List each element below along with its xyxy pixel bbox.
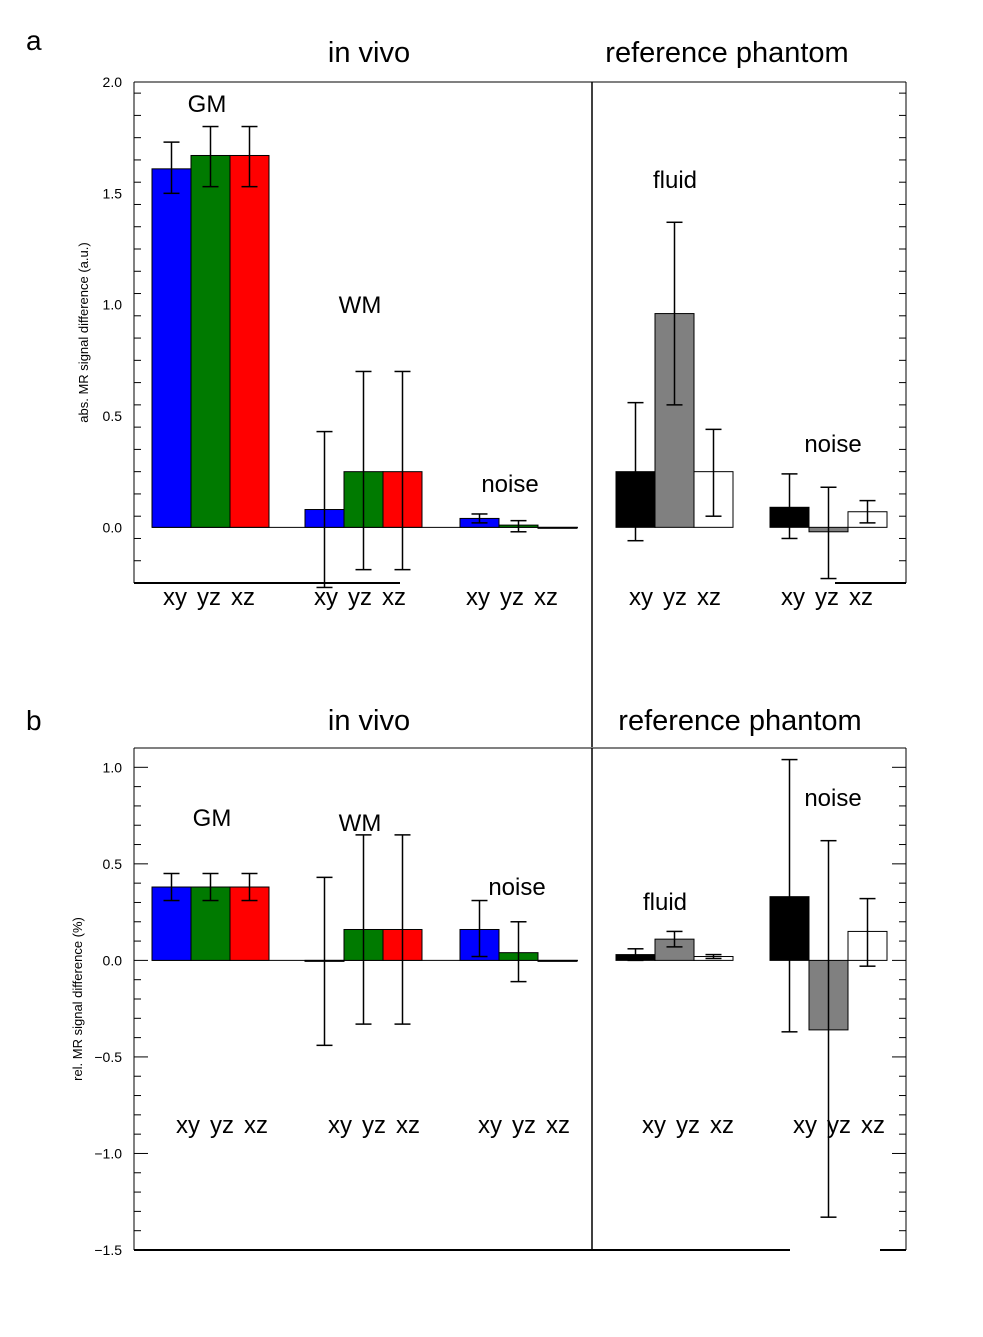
panel-a: a in vivo reference phantom 0.0 0.5 1.0 1.5 2.0… <box>26 25 907 747</box>
y-tick-label: 0.5 <box>103 408 123 424</box>
y-axis-label: rel. MR signal difference (%) <box>70 917 85 1081</box>
section-title-left: in vivo <box>328 37 410 69</box>
group-label: noise <box>481 471 538 498</box>
category-label: yz <box>500 584 524 611</box>
group-label: noise <box>804 785 861 812</box>
category-label: yz <box>663 584 687 611</box>
category-label: xy <box>629 584 653 611</box>
category-label: xy <box>781 584 805 611</box>
category-label: xy <box>478 1112 502 1139</box>
category-label: xz <box>534 584 558 611</box>
bar-group-GM: GM xy yz xz <box>151 91 270 611</box>
category-label: xz <box>396 1112 420 1139</box>
group-label: noise <box>488 874 545 901</box>
category-label: xy <box>163 584 187 611</box>
category-label: xy <box>314 584 338 611</box>
y-tick-label: 0.5 <box>103 856 123 872</box>
group-label: WM <box>339 810 382 837</box>
y-tick-label: −1.5 <box>94 1242 122 1258</box>
bar-group-fluid: fluid xy yz xz <box>615 167 734 611</box>
category-label: yz <box>676 1112 700 1139</box>
group-label: noise <box>804 431 861 458</box>
category-label: xy <box>328 1112 352 1139</box>
bar <box>537 959 578 962</box>
bar <box>537 526 578 529</box>
category-label: xy <box>793 1112 817 1139</box>
category-label: yz <box>362 1112 386 1139</box>
category-label: yz <box>210 1112 234 1139</box>
section-title-right: reference phantom <box>618 705 861 737</box>
y-tick-label: −0.5 <box>94 1049 122 1065</box>
group-label: GM <box>188 91 227 118</box>
bar-group-fluid: fluid xy yz xz <box>615 889 734 1139</box>
y-tick-label: 0.0 <box>103 519 123 535</box>
category-label: yz <box>197 584 221 611</box>
category-label: xy <box>642 1112 666 1139</box>
panel-letter: b <box>26 705 42 736</box>
y-tick-label: 1.0 <box>103 297 123 313</box>
bar <box>190 154 231 528</box>
category-label: xy <box>176 1112 200 1139</box>
group-label: GM <box>193 805 232 832</box>
category-label: yz <box>815 584 839 611</box>
category-label: xz <box>382 584 406 611</box>
category-label: xy <box>466 584 490 611</box>
category-label: xz <box>849 584 873 611</box>
y-tick-label: 1.5 <box>103 185 123 201</box>
y-axis-label: abs. MR signal difference (a.u.) <box>76 242 91 422</box>
bar-group-GM: GM xy yz xz <box>151 805 270 1139</box>
y-tick-label: −1.0 <box>94 1145 122 1161</box>
category-label: xz <box>546 1112 570 1139</box>
bar-group-noise: noise xy yz xz <box>459 471 578 611</box>
y-tick-label: 1.0 <box>103 759 123 775</box>
group-label: WM <box>339 292 382 319</box>
panel-letter: a <box>26 25 42 56</box>
group-label: fluid <box>643 889 687 916</box>
category-label: xz <box>861 1112 885 1139</box>
category-label: xz <box>244 1112 268 1139</box>
section-title-left: in vivo <box>328 705 410 737</box>
panel-b: b in vivo reference phantom −1.5 −1.0 −0.5 0.0… <box>26 705 907 1258</box>
section-title-right: reference phantom <box>605 37 848 69</box>
category-label: yz <box>827 1112 851 1139</box>
bar <box>229 154 270 528</box>
category-label: xz <box>231 584 255 611</box>
group-label: fluid <box>653 167 697 194</box>
y-tick-label: 0.0 <box>103 952 123 968</box>
category-label: xz <box>710 1112 734 1139</box>
bar-group-noise: noise xy yz xz <box>769 431 888 611</box>
y-tick-label: 2.0 <box>103 74 123 90</box>
category-label: xz <box>697 584 721 611</box>
category-label: yz <box>348 584 372 611</box>
category-label: yz <box>512 1112 536 1139</box>
bar-group-WM: WM xy yz xz <box>304 810 423 1139</box>
bar-group-WM: WM xy yz xz <box>304 292 423 611</box>
bar-group-noise: noise xy yz xz <box>459 874 578 1139</box>
bar-group-noise: noise xy yz xz <box>769 758 888 1218</box>
bar <box>151 168 192 528</box>
